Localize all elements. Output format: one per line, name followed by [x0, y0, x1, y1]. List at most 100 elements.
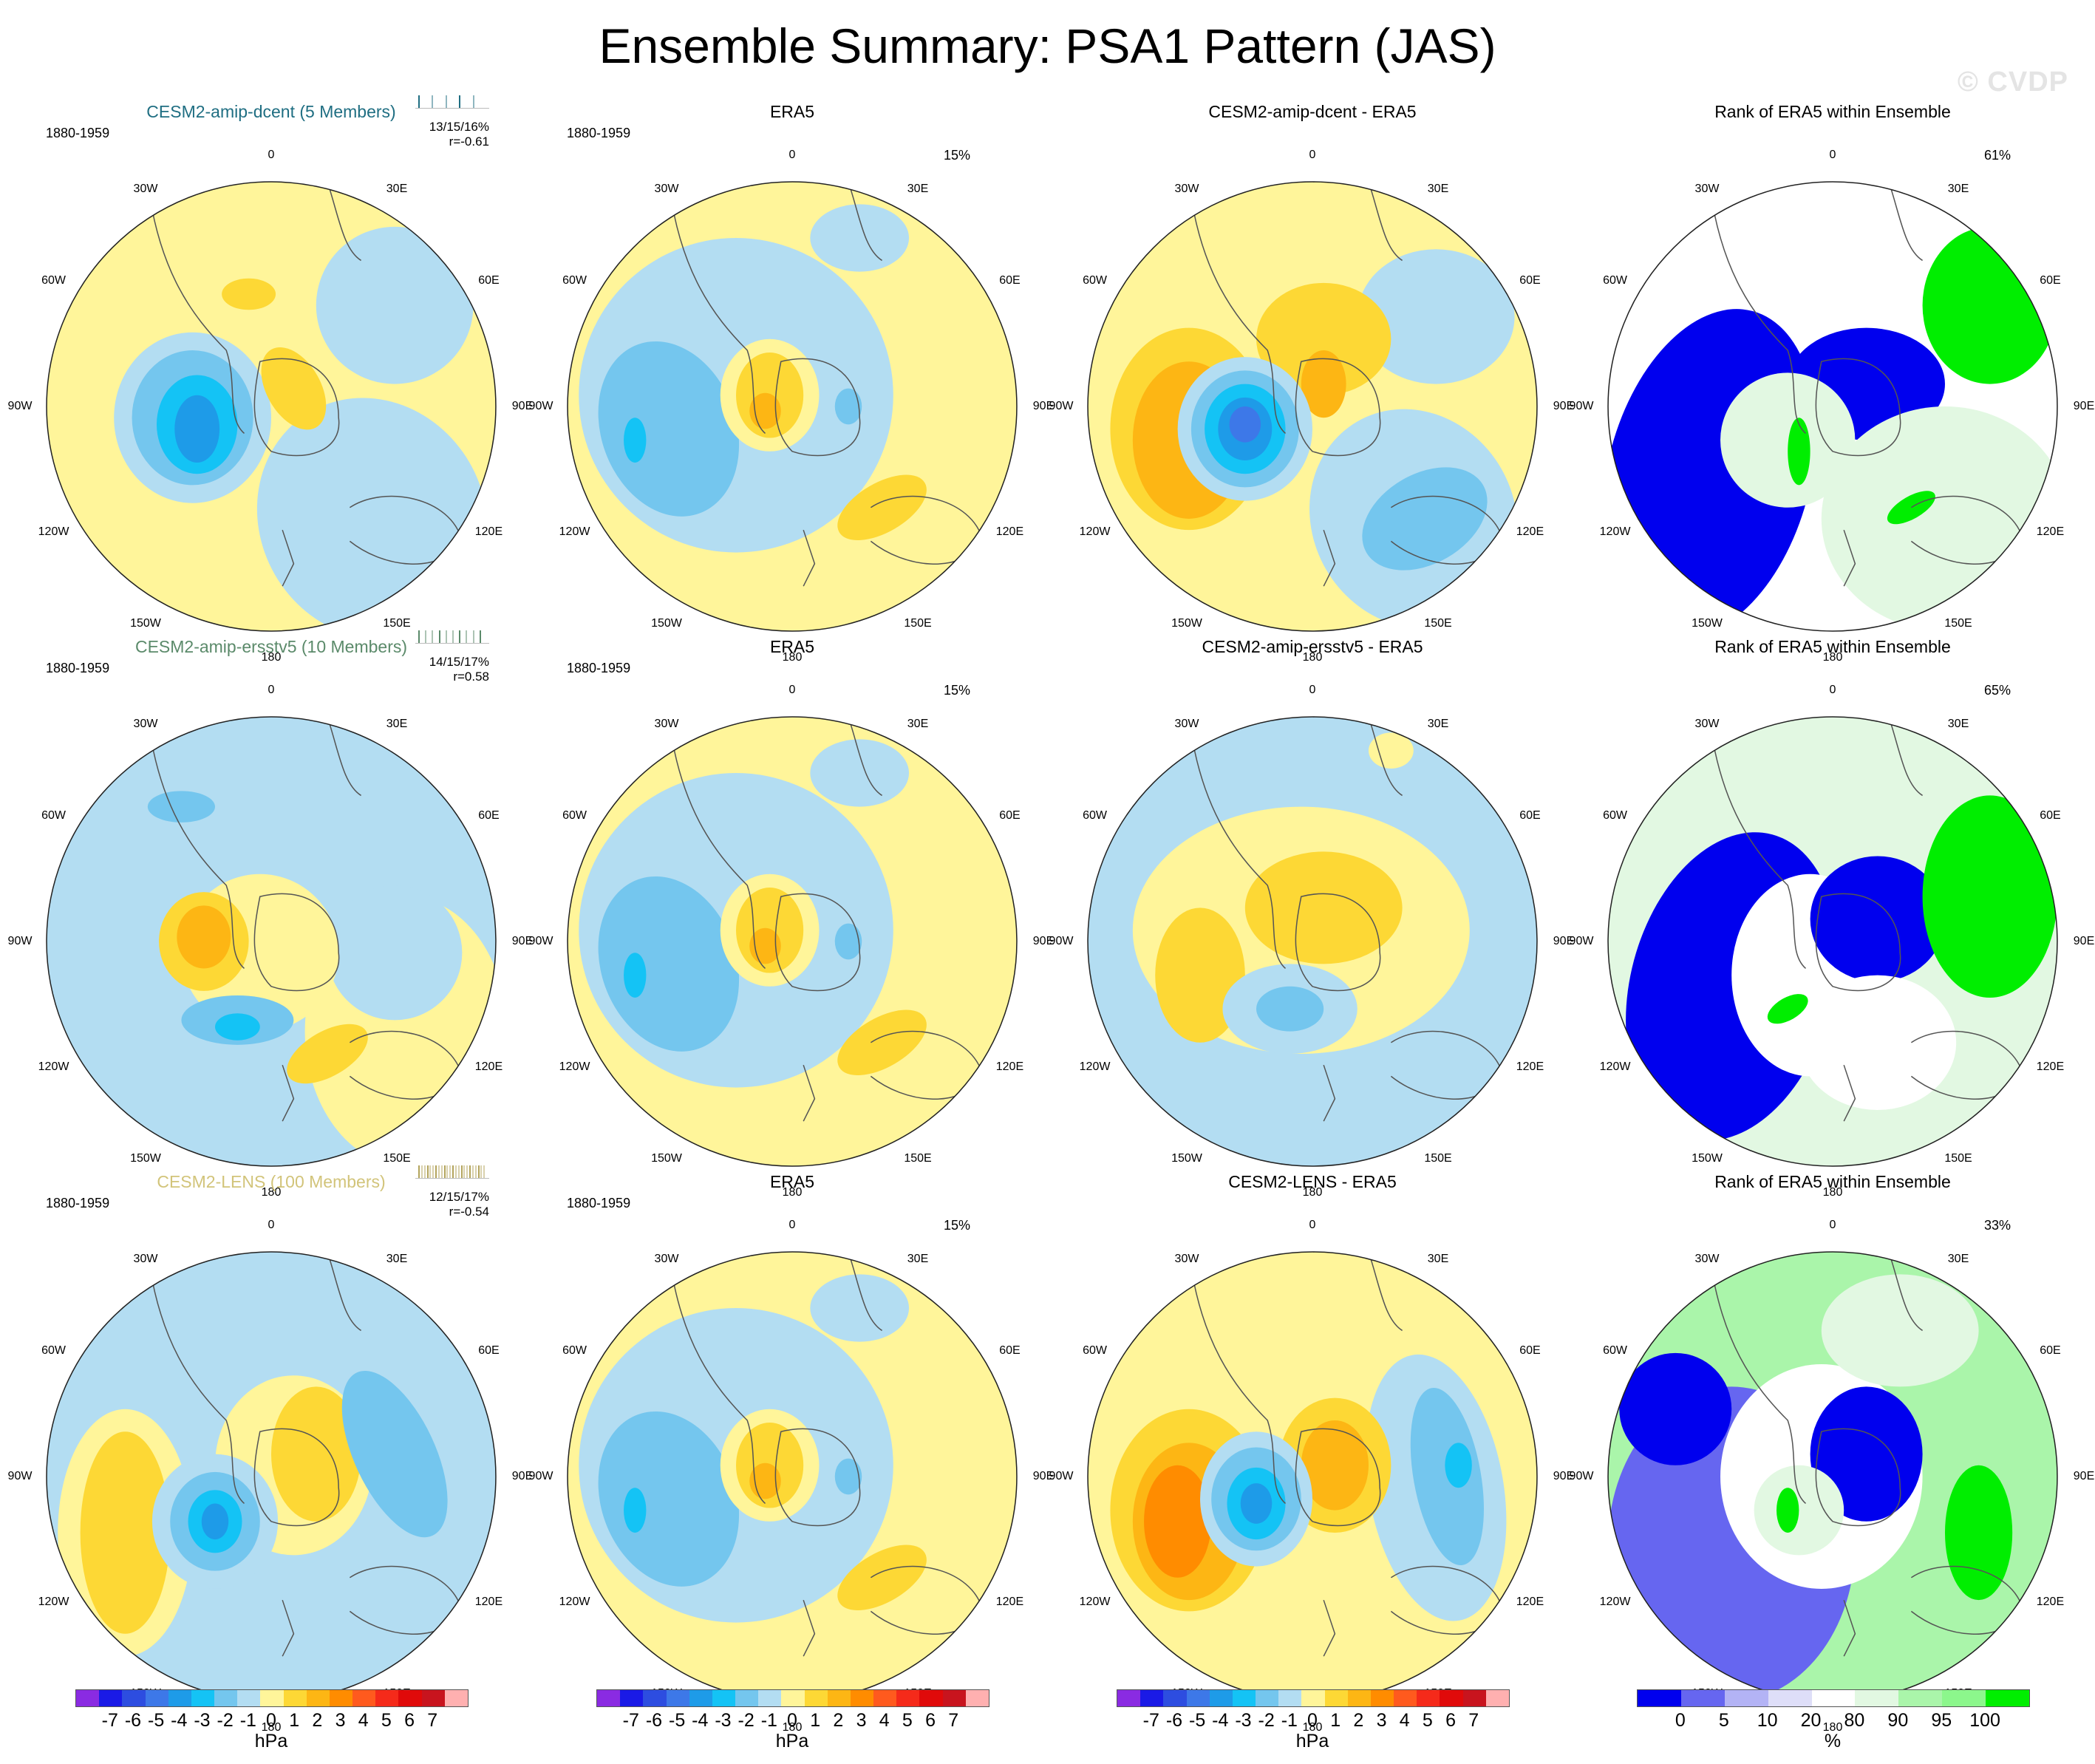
panel-title-rank: Rank of ERA5 within Ensemble [1714, 637, 1951, 656]
antarctica-coast [1295, 358, 1381, 457]
africa-coast [1888, 1252, 1923, 1332]
anomaly-contour [201, 1503, 229, 1540]
anomaly-contour [1720, 372, 1856, 508]
longitude-label: 60E [2040, 1344, 2061, 1357]
anomaly-contour [810, 1274, 910, 1342]
antarctica-coast [1815, 358, 1901, 457]
anomaly-contour [1777, 1488, 1799, 1533]
stats-line1: 12/15/17% [429, 1190, 489, 1204]
longitude-label: 30W [654, 717, 679, 730]
colorbar-tick-label: -2 [737, 1710, 754, 1731]
longitude-label: 180 [1302, 1186, 1323, 1199]
longitude-label: 60W [1603, 809, 1627, 822]
member-tick [443, 1165, 446, 1179]
longitude-label: 60E [2040, 809, 2061, 822]
member-tick [466, 1165, 469, 1179]
longitude-label: 90E [1553, 400, 1575, 412]
anomaly-contour [598, 341, 740, 517]
globe-outline [46, 181, 497, 632]
colorbar-tick-label: -4 [692, 1710, 709, 1731]
member-tick [432, 1165, 435, 1179]
colorbar-unit: hPa [1295, 1731, 1329, 1751]
colorbar-tick-label: -2 [217, 1710, 234, 1731]
longitude-label: 90W [1569, 935, 1594, 947]
new-zealand-coast [803, 529, 816, 587]
longitude-label: 150E [1944, 1152, 1972, 1165]
anomaly-contour [598, 876, 740, 1052]
colorbar-tick-label: 5 [902, 1710, 913, 1731]
longitude-label: 30E [907, 182, 929, 195]
colorbar-swatch [1232, 1690, 1256, 1706]
longitude-label: 60E [999, 809, 1021, 822]
period-label: 1880-1959 [567, 126, 631, 140]
member-tick [452, 630, 454, 644]
colorbar-tick-label: 95 [1931, 1710, 1952, 1731]
longitude-label: 0 [788, 149, 796, 161]
colorbar-tick-label: 5 [1422, 1710, 1433, 1731]
coastlines [668, 182, 984, 587]
anomaly-contour [1357, 249, 1515, 384]
stats-line2: r=0.58 [453, 670, 489, 684]
member-tick [418, 95, 420, 109]
panel-title-diff: CESM2-amip-ersstv5 - ERA5 [1202, 637, 1423, 656]
longitude-label: 60E [2040, 274, 2061, 287]
longitude-label: 180 [261, 651, 282, 664]
longitude-label: 120E [474, 525, 503, 538]
colorbar-tick-label: -3 [1235, 1710, 1252, 1731]
colorbar-swatch [283, 1690, 307, 1706]
colorbar-swatch [1278, 1690, 1302, 1706]
colorbar-tick-label: 2 [833, 1710, 844, 1731]
panel-title-obs: ERA5 [769, 1172, 815, 1191]
longitude-label: 120W [38, 525, 69, 538]
member-tick [452, 1165, 454, 1179]
longitude-label: 150W [1692, 1152, 1723, 1165]
longitude-label: 120W [1599, 1060, 1631, 1073]
longitude-label: 90E [511, 1470, 534, 1482]
globe-outline [1607, 716, 2058, 1167]
africa-coast [848, 1252, 882, 1332]
colorbar-tick-label: 2 [1353, 1710, 1364, 1731]
colorbar-swatch [168, 1690, 191, 1706]
longitude-label: 0 [788, 1219, 796, 1231]
antarctica-coast [1815, 1428, 1901, 1527]
colorbar-swatch [145, 1690, 168, 1706]
antarctica-coast [774, 1428, 861, 1527]
tick-baseline [415, 1178, 489, 1179]
stats-line2: r=-0.61 [449, 134, 489, 149]
panel-title-ensemble: CESM2-amip-ersstv5 (10 Members) [134, 637, 408, 656]
colorbar-swatch [965, 1690, 989, 1706]
africa-coast [327, 1252, 361, 1332]
africa-coast [1368, 1252, 1403, 1332]
longitude-label: 120E [2036, 1596, 2065, 1608]
colorbar-tick-label: 0 [1307, 1710, 1318, 1731]
africa-coast [1888, 717, 1923, 797]
member-tick [425, 630, 427, 644]
longitude-label: 120W [1079, 1596, 1111, 1608]
colorbar-swatch [1855, 1690, 1899, 1706]
longitude-label: 180 [1822, 651, 1843, 664]
anomaly-contour [287, 1024, 368, 1084]
colorbar-swatch [620, 1690, 644, 1706]
longitude-label: 60E [999, 274, 1021, 287]
longitude-label: 60W [1603, 1344, 1627, 1357]
new-zealand-coast [1843, 1599, 1856, 1657]
colorbar-swatch [850, 1690, 874, 1706]
colorbar-tick-label: -1 [1281, 1710, 1298, 1731]
colorbar-swatch [1394, 1690, 1417, 1706]
colorbar [596, 1689, 989, 1707]
colorbar-swatch [1724, 1690, 1768, 1706]
longitude-label: 30E [386, 717, 408, 730]
anomaly-contour [1301, 350, 1346, 418]
anomaly-contour [1240, 1483, 1273, 1524]
member-tick [466, 630, 468, 644]
member-tick [423, 1165, 426, 1179]
anomaly-contour [341, 1371, 448, 1538]
colorbar-tick-label: 0 [266, 1710, 276, 1731]
longitude-label: 0 [1309, 149, 1316, 161]
south-america-coast [1188, 1252, 1287, 1505]
longitude-label: 60W [1603, 274, 1627, 287]
africa-coast [1368, 717, 1403, 797]
variance-pct: 15% [944, 1218, 971, 1233]
longitude-label: 90W [528, 1470, 553, 1482]
longitude-label: 30W [654, 1252, 679, 1265]
